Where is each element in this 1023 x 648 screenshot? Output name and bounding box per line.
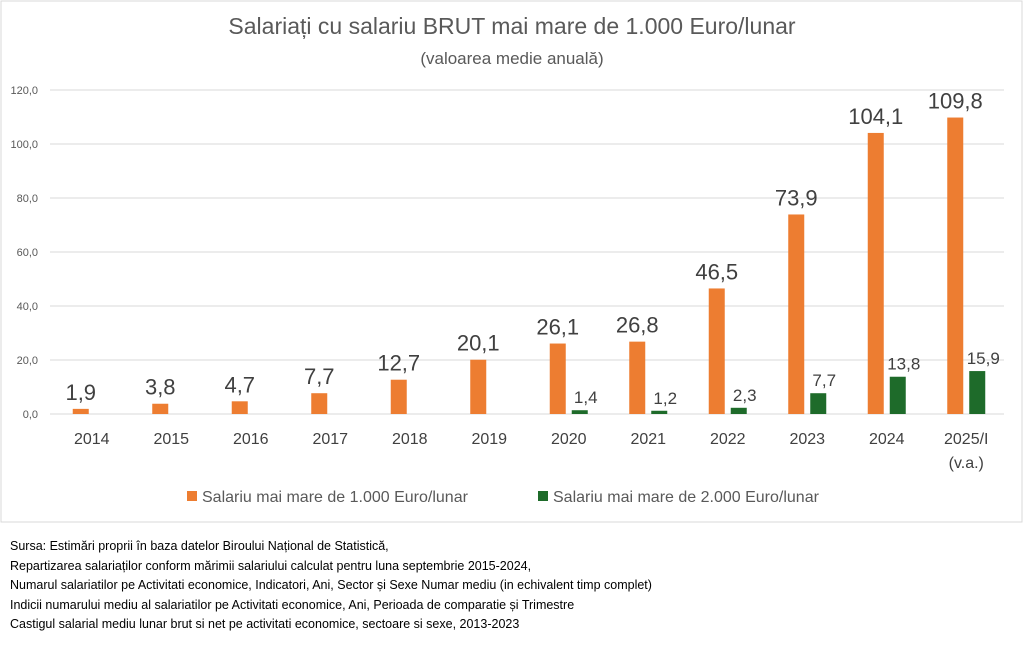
- x-tick-sublabel: (v.a.): [949, 455, 984, 472]
- source-notes: Sursa: Estimări proprii în baza datelor …: [10, 537, 652, 635]
- data-label: 26,8: [616, 313, 659, 338]
- bar-1000: [72, 408, 89, 414]
- data-label: 1,9: [65, 380, 96, 405]
- y-tick-label: 0,0: [23, 409, 38, 421]
- bar-1000: [947, 117, 964, 414]
- x-tick-label: 2018: [392, 431, 428, 448]
- data-label: 26,1: [536, 315, 579, 340]
- chart-subtitle: (valoarea medie anuală): [420, 49, 603, 68]
- data-label: 20,1: [457, 331, 500, 356]
- data-label: 7,7: [812, 371, 836, 390]
- x-tick-label: 2019: [471, 431, 507, 448]
- legend-swatch: [538, 491, 548, 501]
- x-tick-label: 2015: [153, 431, 189, 448]
- source-line: Castigul salarial mediu lunar brut si ne…: [10, 617, 520, 631]
- y-tick-label: 100,0: [10, 139, 38, 151]
- data-label: 2,3: [733, 386, 757, 405]
- bar-1000: [470, 359, 487, 414]
- bar-2000: [651, 410, 668, 414]
- x-tick-label: 2014: [74, 431, 110, 448]
- bar-2000: [571, 410, 588, 414]
- x-tick-label: 2016: [233, 431, 269, 448]
- data-label: 1,2: [653, 389, 677, 408]
- bar-1000: [867, 132, 884, 414]
- x-tick-label: 2020: [551, 431, 587, 448]
- data-label: 4,7: [224, 372, 255, 397]
- y-tick-label: 60,0: [17, 247, 38, 259]
- x-tick-label: 2023: [789, 431, 825, 448]
- bar-2000: [889, 376, 906, 414]
- bar-2000: [810, 393, 827, 414]
- data-label: 104,1: [848, 104, 903, 129]
- source-line: Numarul salariatilor pe Activitati econo…: [10, 578, 652, 592]
- x-tick-label: 2024: [869, 431, 905, 448]
- data-label: 109,8: [928, 89, 983, 114]
- x-tick-label: 2017: [312, 431, 348, 448]
- bar-1000: [311, 393, 328, 414]
- bar-2000: [969, 371, 986, 414]
- legend-label: Salariu mai mare de 1.000 Euro/lunar: [202, 489, 469, 506]
- source-line: Repartizarea salariaților conform mărimi…: [10, 558, 532, 573]
- y-tick-label: 40,0: [17, 301, 38, 313]
- x-tick-label: 2025/I: [944, 431, 988, 448]
- source-line: Sursa: Estimări proprii în baza datelor …: [10, 539, 389, 553]
- y-tick-label: 120,0: [10, 85, 38, 97]
- data-label: 1,4: [574, 388, 598, 407]
- bar-1000: [629, 341, 646, 414]
- bar-2000: [730, 407, 747, 414]
- data-label: 7,7: [304, 364, 335, 389]
- data-label: 15,9: [967, 349, 1000, 368]
- legend-label: Salariu mai mare de 2.000 Euro/lunar: [553, 489, 820, 506]
- bar-1000: [152, 403, 169, 414]
- bar-1000: [390, 379, 407, 414]
- bar-1000: [231, 401, 248, 414]
- data-label: 12,7: [377, 351, 420, 376]
- x-tick-label: 2022: [710, 431, 746, 448]
- source-line: Indicii numarului mediu al salariatilor …: [10, 597, 575, 612]
- data-label: 3,8: [145, 375, 176, 400]
- data-label: 73,9: [775, 185, 818, 210]
- y-tick-label: 80,0: [17, 193, 38, 205]
- data-label: 13,8: [887, 355, 920, 374]
- legend-swatch: [187, 491, 197, 501]
- x-tick-label: 2021: [630, 431, 666, 448]
- chart-title: Salariați cu salariu BRUT mai mare de 1.…: [228, 13, 796, 39]
- y-tick-label: 20,0: [17, 355, 38, 367]
- chart-border: [0, 0, 1023, 523]
- bar-1000: [708, 288, 725, 414]
- bar-1000: [788, 214, 805, 414]
- bar-1000: [549, 343, 566, 414]
- data-label: 46,5: [695, 259, 738, 284]
